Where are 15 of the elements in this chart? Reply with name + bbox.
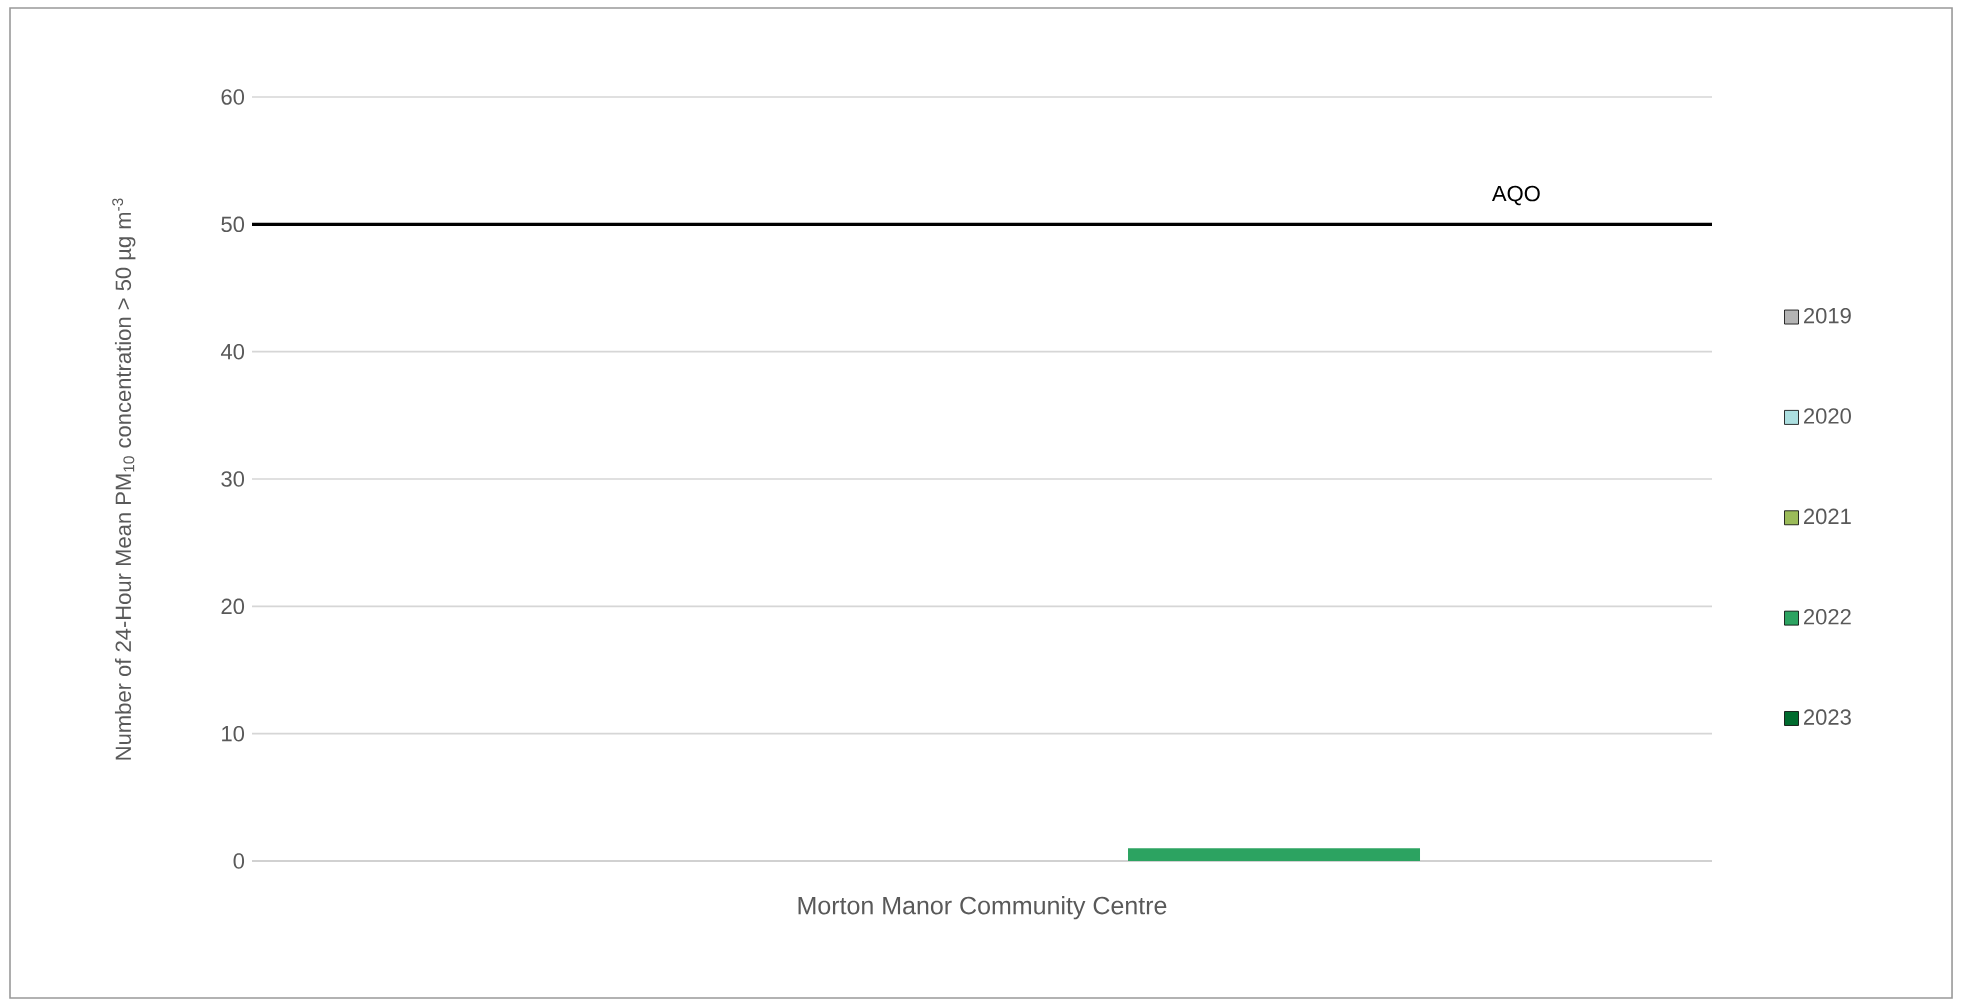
y-axis-title: Number of 24-Hour Mean PM$_{10}$ concentration > 50 µg m$^{-3}$ [112,198,136,760]
y-tick-label: 40 [220,343,245,360]
y-tick-label: 20 [221,598,245,615]
y-tick-label: 60 [221,89,245,105]
legend-label: 2022 [1804,608,1851,625]
legend-label: 2023 [1804,709,1851,725]
y-tick-label: 0 [233,853,245,869]
legend-label: 2021 [1804,508,1851,525]
y-tick-label: 10 [222,725,245,742]
y-tick-label: 50 [221,216,245,233]
y-tick-label: 30 [221,471,245,487]
legend-label: 2019 [1804,307,1851,324]
x-tick-label: Morton Manor Community Centre [798,896,1167,920]
ref-line-label: AQO [1491,185,1540,206]
legend-label: 2020 [1804,408,1851,424]
